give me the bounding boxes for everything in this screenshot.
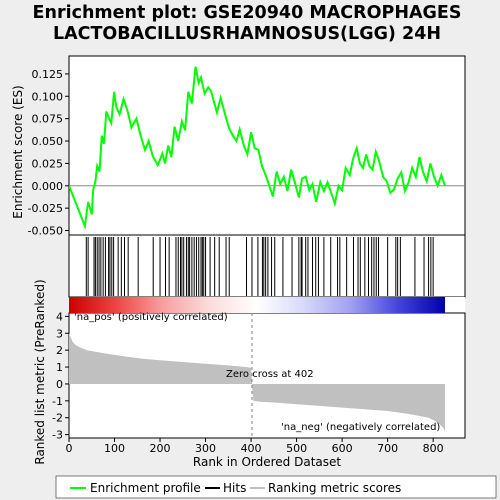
es-ytick-label: 0.100	[32, 90, 64, 103]
metric-xtick-label: 800	[423, 442, 444, 455]
metric-xtick-label: 100	[104, 442, 125, 455]
es-ytick-label: 0.125	[32, 68, 64, 81]
metric-xtick-label: 200	[150, 442, 171, 455]
hits-panel-frame	[68, 234, 466, 298]
es-panel-frame	[68, 55, 466, 236]
es-ytick-label: 0.075	[32, 113, 64, 126]
metric-ytick-label: 4	[56, 310, 63, 323]
metric-x-ticks: 0 100 200 300 400 500 600 700 800	[66, 438, 444, 455]
metric-xtick-label: 300	[195, 442, 216, 455]
legend-hits-label: Hits	[223, 481, 246, 495]
es-ytick-label: -0.050	[28, 225, 63, 238]
legend-ranking-label: Ranking metric scores	[268, 481, 401, 495]
pos-correlated-label: 'na_pos' (positively correlated)	[74, 312, 228, 323]
x-axis-label: Rank in Ordered Dataset	[193, 455, 341, 469]
metric-ytick-label: -1	[52, 395, 63, 408]
es-line-group	[69, 66, 446, 231]
metric-xtick-label: 600	[332, 442, 353, 455]
metric-ytick-label: -3	[52, 429, 63, 442]
metric-area-group	[69, 333, 445, 432]
chart-title-line1: Enrichment plot: GSE20940 MACROPHAGES	[33, 3, 462, 23]
legend-profile-label: Enrichment profile	[90, 481, 201, 495]
metric-ytick-label: 2	[56, 344, 63, 357]
metric-xtick-label: 500	[286, 442, 307, 455]
metric-xtick-label: 700	[377, 442, 398, 455]
es-y-ticks: -0.050 -0.025 0.000 0.025 0.050 0.075 0.100 0.1…	[28, 68, 69, 238]
zero-cross-label: Zero cross at 402	[226, 369, 314, 380]
rank-colorbar	[69, 297, 445, 313]
es-ytick-label: 0.050	[32, 135, 64, 148]
metric-ytick-label: 1	[56, 361, 63, 374]
metric-axis-label: Ranked list metric (PreRanked)	[33, 279, 47, 464]
metric-y-ticks: -3 -2 -1 0 1 2 3 4	[52, 310, 69, 442]
chart-title-line2: LACTOBACILLUSRHAMNOSUS(LGG) 24H	[53, 24, 441, 44]
hit-marks	[85, 237, 434, 296]
metric-ytick-label: 3	[56, 327, 63, 340]
es-ytick-label: 0.000	[32, 180, 64, 193]
metric-ytick-label: 0	[56, 378, 63, 391]
ranking-metric-area	[69, 333, 445, 432]
metric-ytick-label: -2	[52, 412, 63, 425]
legend-box	[55, 475, 497, 499]
metric-xtick-label: 400	[241, 442, 262, 455]
neg-correlated-label: 'na_neg' (negatively correlated)	[281, 422, 440, 433]
enrichment-profile-line	[69, 66, 446, 231]
es-ytick-label: -0.025	[28, 202, 63, 215]
es-ytick-label: 0.025	[32, 157, 64, 170]
metric-xtick-label: 0	[66, 442, 73, 455]
es-axis-label: Enrichment score (ES)	[11, 85, 25, 218]
